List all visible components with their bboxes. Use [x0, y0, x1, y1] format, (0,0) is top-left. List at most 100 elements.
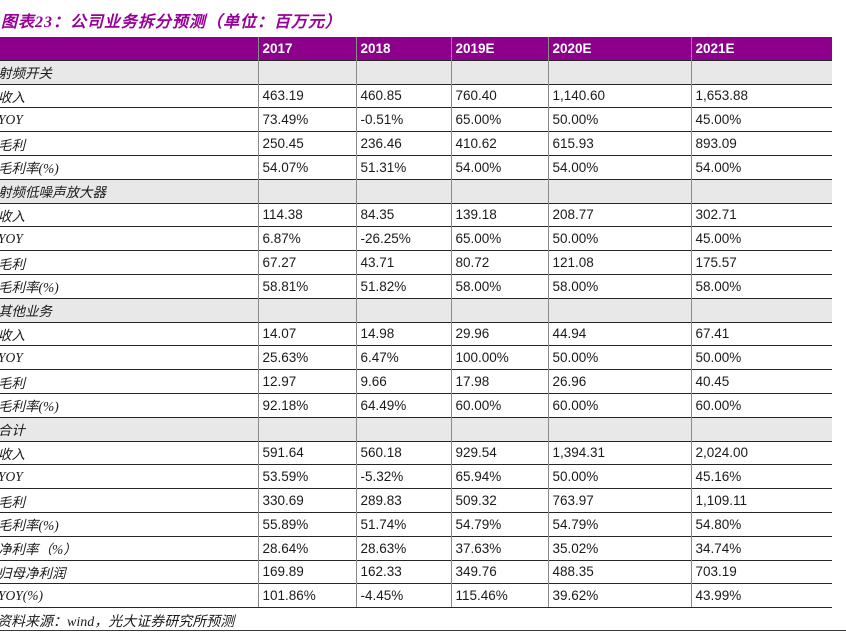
cell-value — [450, 416, 548, 442]
cell-value: 929.54 — [450, 440, 548, 465]
cell-value: 40.45 — [690, 369, 832, 394]
row-label: 毛利率(%) — [0, 273, 258, 299]
cell-value: -5.32% — [355, 464, 451, 489]
section-row: 射频低噪声放大器 — [0, 178, 832, 204]
cell-value — [690, 178, 832, 204]
cell-value: 39.62% — [547, 583, 691, 609]
cell-value: 45.16% — [690, 464, 832, 489]
row-label: YOY — [0, 226, 258, 251]
table-row: YOY 53.59% -5.32% 65.94% 50.00% 45.16% — [0, 464, 832, 489]
cell-value — [547, 297, 691, 323]
page-title: 图表23：公司业务拆分预测（单位：百万元） — [1, 14, 343, 31]
cell-value: 29.96 — [450, 321, 548, 346]
row-label: 射频低噪声放大器 — [0, 178, 258, 204]
row-label: 收入 — [0, 83, 258, 108]
cell-value: 463.19 — [257, 83, 356, 108]
cell-value: 37.63% — [450, 535, 548, 561]
row-label: 毛利 — [0, 131, 258, 156]
row-label: YOY — [0, 345, 258, 370]
row-label: 射频开关 — [0, 59, 258, 85]
cell-value: 14.98 — [355, 321, 451, 346]
cell-value — [355, 178, 451, 204]
cell-value: -0.51% — [355, 107, 451, 132]
cell-value: 65.00% — [450, 226, 548, 251]
cell-value — [355, 297, 451, 323]
cell-value: 60.00% — [450, 392, 548, 418]
cell-value: 64.49% — [355, 392, 451, 418]
cell-value: 139.18 — [450, 202, 548, 227]
cell-value: 53.59% — [257, 464, 356, 489]
row-label: 毛利率(%) — [0, 511, 258, 537]
cell-value — [547, 178, 691, 204]
table-row: 毛利率(%) 55.89% 51.74% 54.79% 54.79% 54.80% — [0, 511, 832, 537]
cell-value: 50.00% — [547, 226, 691, 251]
cell-value: 703.19 — [690, 559, 832, 584]
table-row: YOY 25.63% 6.47% 100.00% 50.00% 50.00% — [0, 345, 832, 370]
cell-value: 114.38 — [257, 202, 356, 227]
cell-value: 763.97 — [547, 488, 691, 513]
cell-value — [547, 59, 691, 85]
table-row: 毛利率(%) 54.07% 51.31% 54.00% 54.00% 54.00% — [0, 154, 832, 180]
cell-value: 50.00% — [547, 464, 691, 489]
table-row: 毛利 250.45 236.46 410.62 615.93 893.09 — [0, 131, 832, 156]
cell-value — [355, 59, 451, 85]
cell-value: 34.74% — [690, 535, 832, 561]
row-label: 毛利 — [0, 369, 258, 394]
cell-value: 92.18% — [257, 392, 356, 418]
table-row: YOY(%) 101.86% -4.45% 115.46% 39.62% 43.99% — [0, 583, 832, 609]
row-label: 收入 — [0, 440, 258, 465]
row-label: 其他业务 — [0, 297, 258, 323]
row-label: 收入 — [0, 202, 258, 227]
cell-value: 51.31% — [355, 154, 451, 180]
cell-value: 488.35 — [547, 559, 691, 584]
row-label: 毛利率(%) — [0, 154, 258, 180]
cell-value — [690, 416, 832, 442]
cell-value: 760.40 — [450, 83, 548, 108]
cell-value: -4.45% — [355, 583, 451, 609]
cell-value: 58.00% — [690, 273, 832, 299]
column-header-2019e: 2019E — [450, 37, 548, 61]
cell-value: 6.87% — [257, 226, 356, 251]
table-row: YOY 73.49% -0.51% 65.00% 50.00% 45.00% — [0, 107, 832, 132]
cell-value: 6.47% — [355, 345, 451, 370]
cell-value: 43.99% — [690, 583, 832, 609]
row-label: YOY — [0, 464, 258, 489]
table-row: 收入 463.19 460.85 760.40 1,140.60 1,653.88 — [0, 83, 832, 108]
cell-value — [690, 59, 832, 85]
cell-value: 50.00% — [547, 107, 691, 132]
cell-value — [690, 297, 832, 323]
cell-value: 58.00% — [547, 273, 691, 299]
cell-value: 80.72 — [450, 250, 548, 275]
cell-value: 9.66 — [355, 369, 451, 394]
cell-value: 175.57 — [690, 250, 832, 275]
cell-value: 14.07 — [257, 321, 356, 346]
cell-value: 591.64 — [257, 440, 356, 465]
cell-value: -26.25% — [355, 226, 451, 251]
cell-value: 509.32 — [450, 488, 548, 513]
cell-value: 1,653.88 — [690, 83, 832, 108]
cell-value: 58.81% — [257, 273, 356, 299]
cell-value — [547, 416, 691, 442]
table-row: 毛利 67.27 43.71 80.72 121.08 175.57 — [0, 250, 832, 275]
row-label: 收入 — [0, 321, 258, 346]
cell-value — [257, 297, 356, 323]
table-row: 归母净利润 169.89 162.33 349.76 488.35 703.19 — [0, 559, 832, 584]
cell-value: 302.71 — [690, 202, 832, 227]
forecast-table: 2017 2018 2019E 2020E 2021E 射频开关 收入 463.19 460.… — [0, 37, 832, 609]
cell-value: 54.00% — [450, 154, 548, 180]
table-row: 毛利率(%) 92.18% 64.49% 60.00% 60.00% 60.00% — [0, 392, 832, 418]
cell-value: 289.83 — [355, 488, 451, 513]
cell-value: 54.00% — [690, 154, 832, 180]
cell-value: 54.00% — [547, 154, 691, 180]
cell-value: 349.76 — [450, 559, 548, 584]
cell-value: 26.96 — [547, 369, 691, 394]
cell-value: 169.89 — [257, 559, 356, 584]
cell-value: 51.82% — [355, 273, 451, 299]
section-row: 合计 — [0, 416, 832, 442]
cell-value — [257, 59, 356, 85]
cell-value: 84.35 — [355, 202, 451, 227]
header-row: 2017 2018 2019E 2020E 2021E — [0, 37, 832, 61]
cell-value: 250.45 — [257, 131, 356, 156]
table-row: 净利率（%） 28.64% 28.63% 37.63% 35.02% 34.74% — [0, 535, 832, 561]
bottom-divider — [0, 630, 846, 631]
